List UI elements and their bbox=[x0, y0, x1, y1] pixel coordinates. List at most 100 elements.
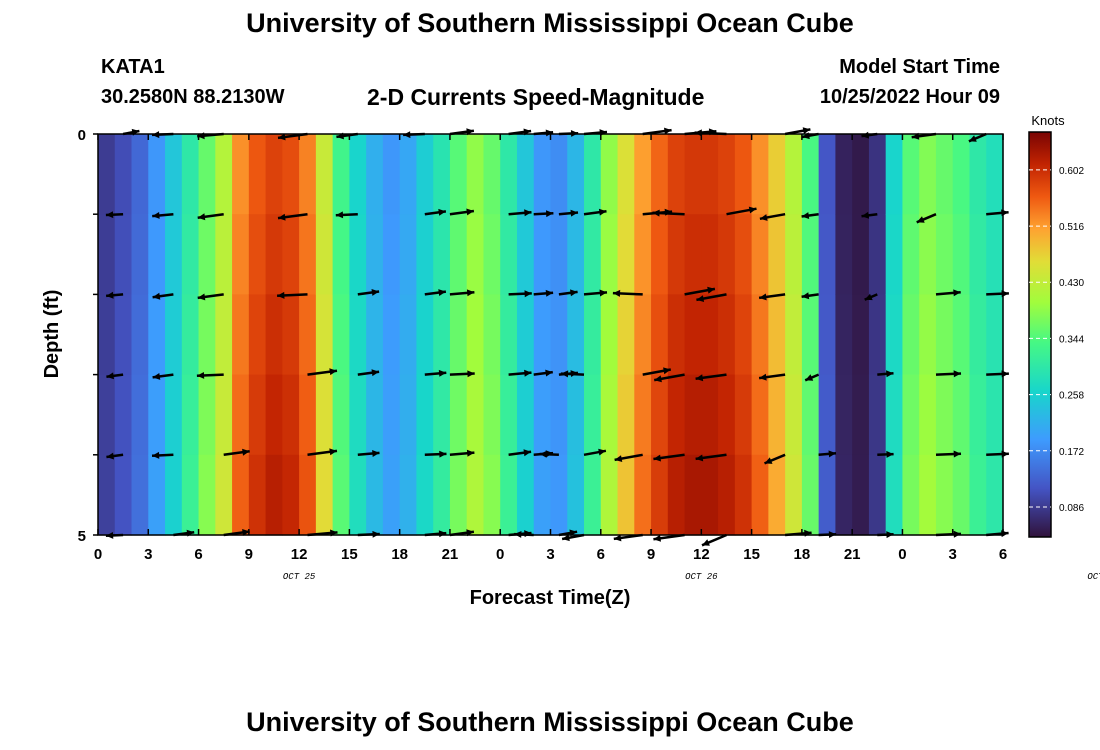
heatmap-cell bbox=[684, 374, 702, 456]
current-vector-arrow bbox=[106, 452, 124, 460]
heatmap-cell bbox=[600, 374, 619, 456]
heatmap-cell bbox=[516, 374, 535, 456]
heatmap-cell bbox=[952, 134, 971, 215]
current-vector-arrow bbox=[614, 453, 643, 462]
heatmap-cell bbox=[500, 214, 518, 295]
heatmap-cell bbox=[332, 134, 350, 215]
current-vector-arrow bbox=[558, 289, 578, 297]
heatmap-cell bbox=[600, 214, 619, 295]
heatmap-cell bbox=[684, 214, 702, 295]
heatmap-cell bbox=[785, 134, 803, 215]
heatmap-cell bbox=[584, 374, 602, 456]
heatmap-cell bbox=[852, 214, 870, 295]
heatmap-cell bbox=[734, 134, 753, 215]
heatmap-cell bbox=[885, 374, 904, 456]
colorbar-tick-label: 0.258 bbox=[1059, 391, 1084, 402]
chart-title: University of Southern Mississippi Ocean… bbox=[246, 8, 854, 38]
heatmap-cell bbox=[734, 374, 753, 456]
current-vector-arrow bbox=[152, 292, 174, 300]
heatmap-cell bbox=[550, 214, 568, 295]
heatmap-cell bbox=[382, 134, 401, 215]
heatmap-cell bbox=[935, 294, 954, 376]
heatmap-cell bbox=[667, 454, 686, 536]
current-vector-arrow bbox=[223, 448, 250, 457]
heatmap-cell bbox=[852, 454, 870, 536]
heatmap-cell bbox=[483, 214, 501, 295]
heatmap-cell bbox=[584, 454, 602, 536]
heatmap-cell bbox=[98, 214, 116, 295]
heatmap-cell bbox=[131, 214, 149, 295]
heatmap-cell bbox=[466, 214, 485, 295]
current-vector-arrow bbox=[968, 132, 987, 143]
heatmap-cell bbox=[868, 374, 887, 456]
heatmap-cell bbox=[885, 294, 904, 376]
current-vector-arrow bbox=[653, 453, 685, 462]
current-vector-arrow bbox=[701, 533, 727, 547]
heatmap-cell bbox=[366, 454, 384, 536]
heatmap-cell bbox=[785, 214, 803, 295]
heatmap-cell bbox=[483, 374, 501, 456]
heatmap-cell bbox=[198, 374, 216, 456]
current-vector-arrow bbox=[759, 212, 786, 221]
heatmap-cell bbox=[634, 294, 652, 376]
heatmap-cell bbox=[98, 454, 116, 536]
current-vector-arrow bbox=[877, 450, 894, 458]
current-vector-arrow bbox=[916, 213, 937, 224]
heatmap-cell bbox=[500, 294, 518, 376]
heatmap-cell bbox=[634, 374, 652, 456]
heatmap-cell bbox=[768, 374, 786, 456]
current-vector-arrow bbox=[424, 208, 447, 216]
colorbar-tick-label: 0.430 bbox=[1059, 278, 1084, 289]
x-tick-label: 9 bbox=[647, 546, 655, 563]
heatmap-cell bbox=[801, 374, 820, 456]
heatmap-cell bbox=[416, 214, 434, 295]
heatmap-cell bbox=[868, 214, 887, 295]
heatmap-cell bbox=[449, 374, 468, 456]
heatmap-cell bbox=[500, 454, 518, 536]
heatmap-cell bbox=[399, 454, 418, 536]
heatmap-cell bbox=[165, 374, 183, 456]
heatmap-cell bbox=[651, 374, 669, 456]
heatmap-cell bbox=[818, 214, 837, 295]
heatmap-cell bbox=[919, 454, 937, 536]
heatmap-cell bbox=[533, 294, 552, 376]
colorbar-tick-label: 0.344 bbox=[1059, 334, 1084, 345]
current-vector-arrow bbox=[758, 293, 786, 301]
heatmap-cell bbox=[500, 374, 518, 456]
heatmap-cell bbox=[416, 294, 434, 376]
heatmap-cell bbox=[181, 294, 200, 376]
heatmap-cell bbox=[684, 454, 702, 536]
heatmap-cell bbox=[98, 134, 116, 215]
x-tick-label: 3 bbox=[546, 546, 554, 563]
current-vector-arrow bbox=[861, 211, 878, 219]
x-tick-label: 0 bbox=[496, 546, 504, 563]
heatmap-cell bbox=[382, 294, 401, 376]
heatmap-cell bbox=[634, 134, 652, 215]
current-vector-arrow bbox=[105, 211, 124, 219]
current-vector-arrow bbox=[935, 450, 962, 458]
heatmap-cell bbox=[265, 374, 283, 456]
x-date-label: OCT 27 bbox=[1087, 572, 1100, 582]
heatmap-cell bbox=[701, 214, 719, 295]
heatmap-cell bbox=[198, 454, 216, 536]
heatmap-cell bbox=[349, 374, 367, 456]
heatmap-cell bbox=[466, 134, 485, 215]
current-vector-arrow bbox=[558, 209, 579, 217]
heatmap-cell bbox=[667, 134, 686, 215]
current-vector-arrow bbox=[357, 369, 380, 377]
y-tick-label: 0 bbox=[78, 127, 86, 144]
heatmap-cell bbox=[349, 454, 367, 536]
heatmap-cell bbox=[852, 134, 870, 215]
heatmap-cell bbox=[165, 294, 183, 376]
heatmap-cell bbox=[98, 294, 116, 376]
x-tick-label: 12 bbox=[693, 546, 710, 563]
current-vector-arrow bbox=[335, 211, 358, 219]
heatmap-cell bbox=[701, 374, 719, 456]
current-vector-arrow bbox=[105, 291, 124, 299]
x-tick-label: 3 bbox=[144, 546, 152, 563]
heatmap-cell bbox=[550, 134, 568, 215]
heatmap-cell bbox=[248, 134, 267, 215]
heatmap-cell bbox=[986, 134, 1004, 215]
heatmap-cell bbox=[449, 214, 468, 295]
x-axis-label: Forecast Time(Z) bbox=[470, 587, 631, 609]
